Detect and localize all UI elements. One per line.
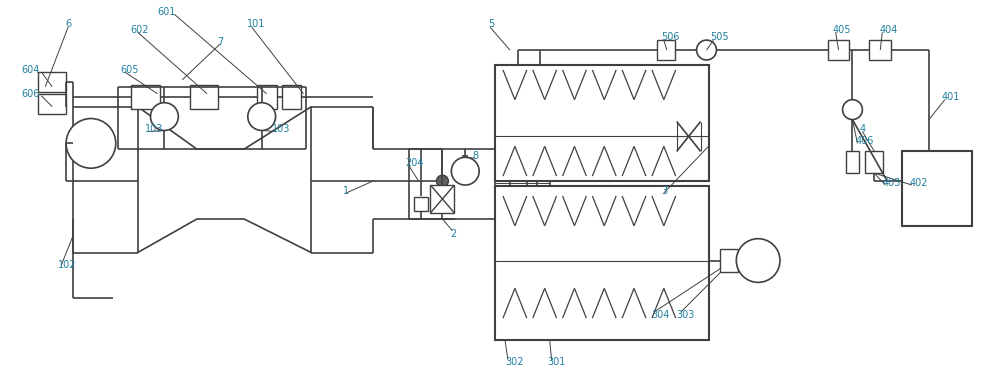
Bar: [657, 40, 675, 60]
Text: 406: 406: [855, 136, 874, 146]
Bar: [38, 94, 66, 114]
Circle shape: [451, 157, 479, 185]
Bar: [902, 151, 972, 226]
Circle shape: [151, 103, 178, 131]
Text: 402: 402: [909, 178, 928, 188]
Text: 405: 405: [833, 25, 851, 35]
Bar: [38, 72, 66, 92]
Text: 403: 403: [882, 178, 901, 188]
Text: 101: 101: [247, 19, 265, 29]
Text: 103: 103: [272, 124, 290, 135]
Text: 204: 204: [406, 158, 424, 168]
Text: 5: 5: [488, 19, 494, 29]
Text: 601: 601: [157, 7, 176, 17]
Text: 6: 6: [65, 19, 71, 29]
Text: 401: 401: [942, 92, 960, 102]
Circle shape: [436, 175, 448, 187]
Bar: [846, 151, 859, 173]
Text: 3: 3: [661, 186, 667, 196]
Text: 7: 7: [217, 37, 223, 47]
Text: 1: 1: [343, 186, 349, 196]
Circle shape: [248, 103, 276, 131]
Circle shape: [736, 239, 780, 282]
Text: 505: 505: [710, 32, 729, 42]
Text: 404: 404: [879, 25, 898, 35]
Text: 602: 602: [131, 25, 149, 35]
Bar: [495, 65, 550, 219]
Text: 302: 302: [505, 357, 523, 367]
Bar: [282, 85, 301, 109]
Circle shape: [697, 40, 716, 60]
Text: 301: 301: [548, 357, 566, 367]
Bar: [869, 40, 891, 60]
Text: 103: 103: [145, 124, 163, 135]
Circle shape: [66, 118, 116, 168]
Bar: [828, 40, 849, 60]
Bar: [430, 185, 454, 213]
Bar: [131, 85, 160, 109]
Bar: [495, 186, 709, 340]
Text: 2: 2: [450, 229, 457, 239]
Bar: [257, 85, 277, 109]
Text: 506: 506: [661, 32, 679, 42]
Text: 606: 606: [21, 89, 40, 99]
Bar: [495, 65, 709, 181]
Text: 4: 4: [859, 124, 866, 135]
Circle shape: [843, 100, 862, 120]
Text: 102: 102: [58, 260, 77, 271]
Text: 8: 8: [472, 151, 478, 161]
Text: 604: 604: [21, 65, 40, 75]
Bar: [414, 197, 428, 211]
Text: 303: 303: [677, 310, 695, 320]
Bar: [720, 249, 738, 273]
Bar: [865, 151, 883, 173]
Text: 605: 605: [121, 65, 139, 75]
Bar: [190, 85, 218, 109]
Text: 304: 304: [651, 310, 669, 320]
